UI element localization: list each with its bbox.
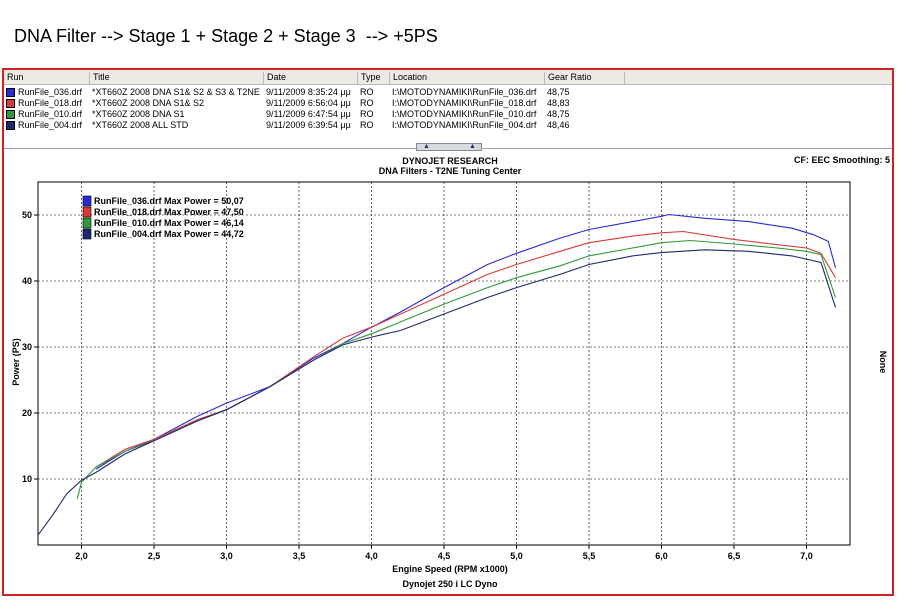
y-tick-label: 40 (22, 276, 32, 286)
legend-entry: RunFile_010.drf Max Power = 46,14 (94, 218, 244, 228)
y-tick-label: 20 (22, 408, 32, 418)
x-tick-label: 3,0 (220, 551, 233, 561)
plot-area: 2,0 2,5 3,0 3,5 4,0 4,5 5,0 5,5 6,0 6,5 7,0 10 20 30 4… (22, 182, 850, 561)
legend-entry: RunFile_018.drf Max Power = 47,50 (94, 207, 244, 217)
legend-swatch (83, 207, 91, 217)
x-tick-label: 6,5 (728, 551, 741, 561)
x-tick-label: 4,5 (438, 551, 451, 561)
y-axis-label: Power (PS) (11, 338, 21, 386)
y-tick-label: 30 (22, 342, 32, 352)
legend-entry: RunFile_004.drf Max Power = 44,72 (94, 229, 244, 239)
legend-swatch (83, 196, 91, 206)
x-axis-label: Engine Speed (RPM x1000) (392, 564, 508, 574)
x-tick-label: 5,5 (583, 551, 596, 561)
x-tick-label: 6,0 (655, 551, 668, 561)
chart-title: DYNOJET RESEARCH (402, 156, 498, 166)
y-tick-label: 10 (22, 474, 32, 484)
right-axis-label: None (878, 351, 888, 374)
x-tick-label: 2,5 (148, 551, 161, 561)
y-tick-label: 50 (22, 210, 32, 220)
x-tick-label: 3,5 (293, 551, 306, 561)
chart-subtitle: DNA Filters - T2NE Tuning Center (379, 166, 522, 176)
legend-entry: RunFile_036.drf Max Power = 50,07 (94, 196, 244, 206)
x-tick-label: 4,0 (365, 551, 378, 561)
x-tick-label: 7,0 (800, 551, 813, 561)
legend-swatch (83, 218, 91, 228)
legend-swatch (83, 229, 91, 239)
chart-footer: Dynojet 250 i LC Dyno (402, 579, 498, 589)
x-tick-label: 5,0 (510, 551, 523, 561)
chart-corner-note: CF: EEC Smoothing: 5 (794, 155, 890, 165)
x-tick-label: 2,0 (75, 551, 88, 561)
